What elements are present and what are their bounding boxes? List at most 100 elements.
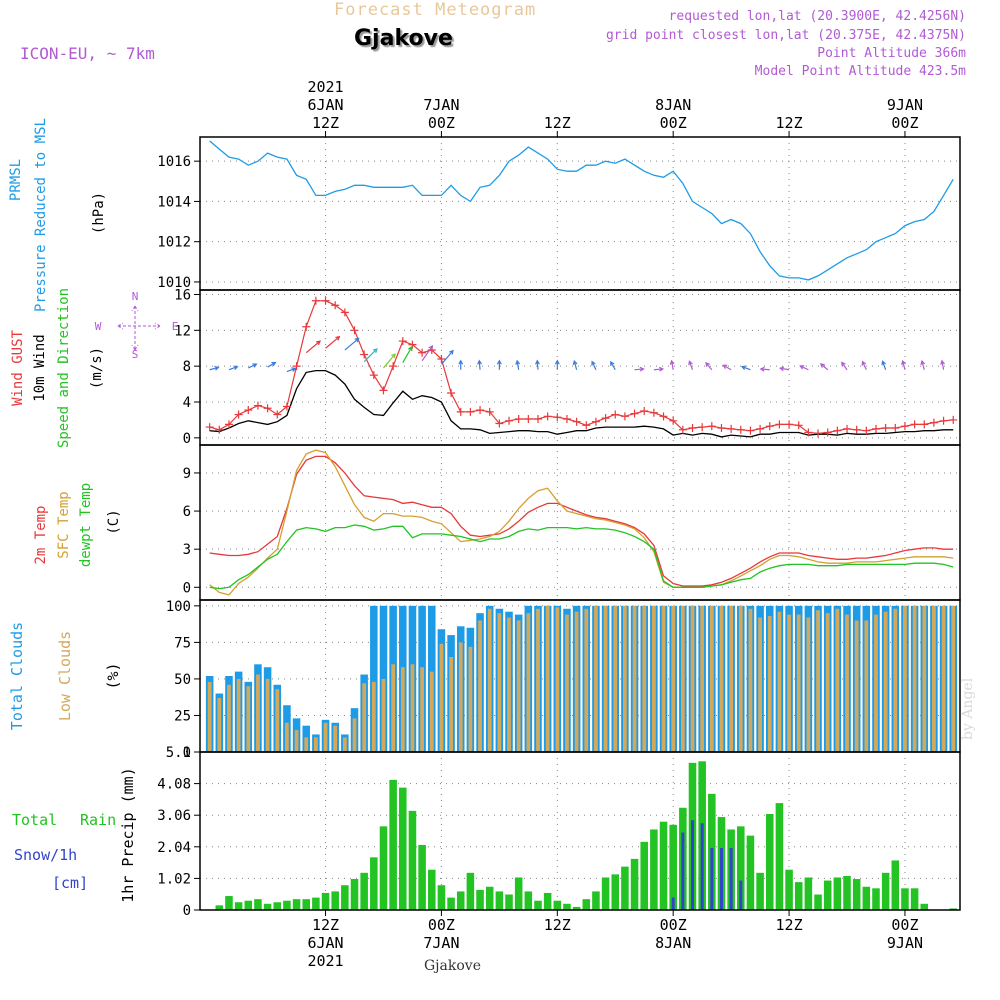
pressure-label: PRMSL [8, 159, 24, 201]
wind-direction-arrow [819, 363, 829, 371]
wind-direction-arrow [515, 359, 521, 370]
wind-gust-marker [369, 371, 378, 380]
low-cloud-bar [265, 678, 270, 752]
low-cloud-bar [777, 611, 782, 752]
rain-bar [650, 829, 658, 910]
wind-direction-arrow [799, 365, 809, 371]
snow-bar [691, 820, 695, 910]
legend-total: Total [12, 811, 57, 829]
low-cloud-bar [323, 722, 328, 752]
panel-temperature-series-line [209, 524, 954, 590]
wind-gust-marker [678, 425, 687, 434]
wind-direction-arrow [421, 345, 434, 362]
panel-clouds-ytick-label: 0 [183, 745, 191, 761]
rain-bar [640, 841, 648, 910]
time-label-bottom: 00Z [660, 916, 687, 934]
wind-direction-arrow [653, 366, 665, 372]
low-cloud-bar [816, 610, 820, 752]
legend-rain: Rain [80, 811, 116, 829]
low-cloud-bar [719, 605, 724, 752]
rain-bar [775, 803, 784, 910]
rain-bar [920, 903, 929, 910]
low-cloud-bar [478, 620, 482, 752]
panel-temperature-ytick-label: 6 [183, 504, 191, 520]
wind-gust-marker [311, 296, 320, 305]
low-cloud-bar [487, 608, 492, 752]
rain-bar [254, 899, 262, 910]
low-cloud-bar [932, 605, 936, 752]
tsfc-label: SFC Temp [56, 491, 72, 558]
wind-direction-arrow [228, 365, 239, 371]
panel-pressure-ytick-label: 1016 [157, 154, 191, 170]
rain-bar [814, 894, 822, 910]
grid-point-coordinates: grid point closest lon,lat (20.375E, 42.… [605, 28, 966, 43]
wind-gust-marker [273, 410, 282, 419]
wind-direction-arrow [778, 366, 790, 372]
panel-precip-frame [199, 751, 961, 911]
wind-gust-marker [804, 428, 813, 437]
wind-gust-marker [891, 423, 900, 432]
rain-bar [572, 906, 581, 910]
wind-gust-marker [920, 420, 929, 429]
low-cloud-bar [362, 683, 367, 752]
rain-bar [389, 779, 397, 910]
low-cloud-bar [342, 737, 347, 752]
low-cloud-bar [536, 608, 540, 752]
wind-gust-marker [205, 423, 214, 432]
panel-temperature-ytick-label: 3 [183, 542, 191, 558]
panel-precip-ytick-label: 4.08 [157, 777, 191, 793]
rain-bar [321, 892, 330, 910]
compass-west: W [95, 320, 102, 333]
low-cloud-bar [227, 684, 231, 752]
wind-direction-arrow [209, 365, 220, 371]
low-cloud-bar [613, 605, 618, 752]
panel-temperature-frame [199, 444, 961, 601]
snow-bar [719, 848, 723, 910]
panel-precip-ytick-label: 2.04 [157, 840, 191, 856]
total-clouds-label: Total Clouds [8, 622, 26, 730]
low-cloud-bar [796, 614, 801, 752]
low-cloud-bar [903, 605, 907, 752]
time-label-top: 00Z [660, 114, 687, 132]
low-cloud-bar [294, 730, 299, 752]
low-cloud-bar [738, 605, 743, 752]
wind-gust-marker [418, 348, 427, 357]
low-cloud-bar [912, 605, 917, 752]
rain-bar [466, 872, 475, 910]
panel-clouds-ytick-label: 25 [174, 708, 191, 724]
rain-bar [833, 877, 842, 910]
chart-title: Forecast Meteogram [334, 0, 537, 20]
wind-direction-arrow [610, 360, 616, 371]
low-cloud-bar [429, 671, 434, 752]
rain-bar [669, 824, 677, 910]
wind-label: 10m Wind [32, 334, 48, 401]
wind-gust-marker [505, 416, 514, 425]
wind-gust-marker [852, 425, 861, 434]
wind-direction-arrow [940, 359, 945, 370]
low-cloud-bar [893, 608, 898, 752]
low-cloud-bar [690, 605, 695, 752]
wind-gust-marker [466, 407, 475, 416]
wind-gust-marker [514, 415, 523, 424]
low-cloud-bar [256, 674, 260, 752]
pressure-unit-label: (hPa) [91, 192, 107, 234]
wind-gust-marker [669, 416, 678, 425]
location-title: Gjakove [354, 26, 453, 51]
wind-gust-marker [447, 389, 456, 398]
panel-wind-ytick-label: 0 [183, 431, 191, 447]
rain-bar [350, 879, 359, 910]
time-label-bottom: 2021 [307, 952, 343, 970]
low-cloud-bar [565, 614, 569, 752]
panel-pressure-series-line [209, 140, 954, 281]
low-cloud-bar [507, 617, 511, 752]
wind-gust-marker [408, 340, 417, 349]
wind-gust-marker [900, 422, 909, 431]
gust-label: Wind GUST [10, 330, 26, 406]
panel-pressure-ytick-label: 1014 [157, 194, 191, 210]
low-cloud-bar [420, 667, 424, 752]
rain-bar [514, 877, 523, 910]
low-cloud-bar [468, 646, 473, 752]
rain-bar [592, 891, 600, 910]
snow-bar [681, 832, 685, 910]
